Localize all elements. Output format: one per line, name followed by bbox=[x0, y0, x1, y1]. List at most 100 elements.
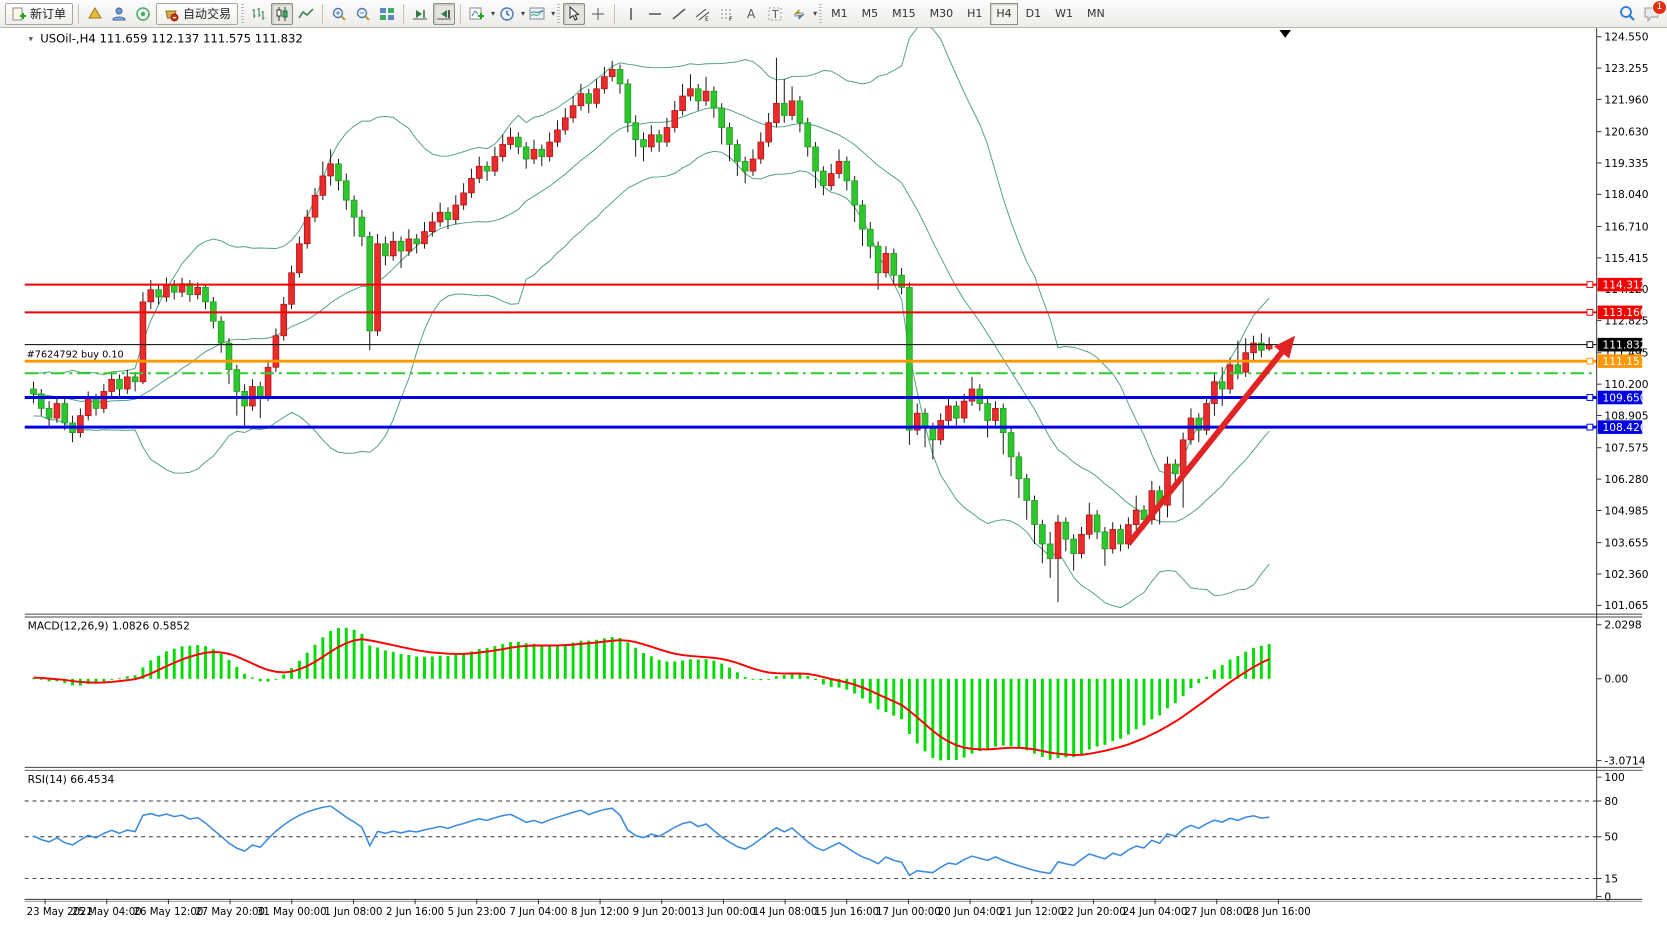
market-watch-button[interactable] bbox=[108, 3, 130, 25]
profile-button[interactable] bbox=[84, 3, 106, 25]
timeframe-h4[interactable]: H4 bbox=[990, 2, 1018, 25]
macd-histogram-bar bbox=[1064, 678, 1068, 758]
chart-shift-button[interactable] bbox=[433, 2, 456, 25]
templates-button[interactable] bbox=[526, 3, 548, 25]
candle-bearish bbox=[851, 180, 858, 206]
macd-histogram-bar bbox=[907, 678, 911, 734]
candle-bearish bbox=[397, 240, 405, 252]
trendline-tool-button[interactable] bbox=[668, 3, 690, 25]
crosshair-tool-button[interactable] bbox=[587, 3, 609, 25]
macd-panel: MACD(12,26,9) 1.0826 0.5852 bbox=[28, 620, 1271, 761]
symbol-dropdown-icon[interactable]: ▾ bbox=[29, 35, 34, 45]
time-tick-label: 28 Jun 16:00 bbox=[1246, 907, 1311, 918]
candle-chart-icon bbox=[276, 6, 288, 21]
macd-histogram-bar bbox=[250, 677, 254, 679]
candle-chart-button[interactable] bbox=[271, 2, 294, 25]
chart-canvas[interactable]: #7624792 buy 0.10 MACD(12,26,9) 1.0826 0.… bbox=[0, 24, 1667, 944]
current-price-line[interactable] bbox=[24, 341, 1597, 349]
candle-bearish bbox=[116, 378, 123, 390]
arrows-dropdown-arrow[interactable]: ▾ bbox=[813, 9, 818, 18]
candle-bullish bbox=[937, 420, 944, 441]
price-badge-text: 109.650 bbox=[1602, 391, 1646, 404]
chart-shift-marker[interactable] bbox=[1279, 29, 1292, 38]
macd-histogram-bar bbox=[947, 678, 950, 761]
macd-histogram-bar bbox=[962, 678, 966, 758]
periods-button[interactable] bbox=[496, 3, 518, 25]
macd-histogram-bar bbox=[634, 647, 638, 679]
trend-arrow[interactable] bbox=[1126, 335, 1295, 546]
price-axis[interactable]: 124.550 123.255 121.960 120.630 119.335 118.0… bbox=[1596, 28, 1649, 903]
macd-histogram-bar bbox=[235, 666, 239, 679]
timeframe-m5[interactable]: M5 bbox=[861, 7, 879, 20]
macd-histogram-bar bbox=[900, 678, 904, 720]
candle-bullish bbox=[405, 238, 413, 252]
support-line-1[interactable] bbox=[24, 394, 1597, 401]
candle-bullish bbox=[757, 141, 765, 160]
candle-bearish bbox=[1093, 514, 1101, 533]
candle-bullish bbox=[1226, 364, 1234, 390]
timeframe-w1[interactable]: W1 bbox=[1055, 7, 1073, 20]
fibonacci-tool-button[interactable]: F bbox=[716, 3, 738, 25]
timeframe-d1[interactable]: D1 bbox=[1025, 7, 1042, 20]
channel-tool-button[interactable]: E bbox=[692, 3, 714, 25]
indicators-dropdown-arrow[interactable]: ▾ bbox=[491, 9, 496, 18]
support-line-2[interactable] bbox=[24, 423, 1597, 431]
line-handle[interactable] bbox=[1586, 281, 1594, 289]
line-handle[interactable] bbox=[1586, 341, 1594, 349]
resistance-line-1[interactable] bbox=[24, 281, 1597, 289]
line-chart-button[interactable] bbox=[295, 3, 317, 25]
price-tick-label: 116.710 bbox=[1604, 220, 1648, 233]
chart-plot-area[interactable] bbox=[24, 28, 1643, 917]
cursor-tool-button[interactable] bbox=[563, 2, 586, 25]
resistance-line-2[interactable] bbox=[24, 308, 1597, 316]
new-order-button[interactable]: 新订单 bbox=[5, 2, 74, 25]
line-handle[interactable] bbox=[1586, 308, 1594, 316]
candle-bullish bbox=[577, 93, 585, 107]
line-handle[interactable] bbox=[1586, 357, 1594, 365]
timeframe-mn[interactable]: MN bbox=[1087, 7, 1105, 20]
open-position-line[interactable] bbox=[24, 357, 1597, 365]
candle-bullish bbox=[1187, 417, 1195, 441]
candle-bearish bbox=[859, 204, 866, 230]
search-button[interactable] bbox=[1616, 3, 1638, 25]
arrows-tool-button[interactable] bbox=[788, 3, 810, 25]
timeframe-m1[interactable]: M1 bbox=[831, 7, 848, 20]
horizontal-line-tool-button[interactable] bbox=[644, 3, 666, 25]
notifications-button[interactable]: 1 bbox=[1640, 0, 1667, 25]
label-tool-button[interactable]: T bbox=[764, 3, 786, 25]
macd-histogram-bar bbox=[219, 653, 223, 679]
bar-chart-button[interactable] bbox=[247, 3, 269, 25]
macd-histogram-bar bbox=[188, 645, 192, 679]
candle-bearish bbox=[170, 284, 178, 293]
text-tool-button[interactable]: A bbox=[740, 3, 762, 25]
line-chart-icon bbox=[298, 7, 314, 18]
macd-histogram-bar bbox=[837, 678, 841, 688]
candle-bearish bbox=[718, 107, 725, 128]
line-handle[interactable] bbox=[1586, 394, 1594, 401]
zoom-in-button[interactable] bbox=[328, 3, 350, 25]
candle-bearish bbox=[483, 165, 491, 172]
bollinger-middle-band bbox=[33, 106, 1270, 523]
signals-button[interactable] bbox=[132, 3, 154, 25]
candle-bearish bbox=[45, 407, 53, 419]
line-handle[interactable] bbox=[1586, 423, 1594, 431]
periods-dropdown-arrow[interactable]: ▾ bbox=[521, 9, 526, 18]
auto-scroll-button[interactable] bbox=[409, 3, 431, 25]
tile-windows-button[interactable] bbox=[376, 3, 398, 25]
indicators-button[interactable] bbox=[466, 3, 488, 25]
arrows-icon bbox=[793, 8, 805, 20]
templates-dropdown-arrow[interactable]: ▾ bbox=[551, 9, 556, 18]
timeframe-h1[interactable]: H1 bbox=[967, 7, 983, 20]
zoom-out-button[interactable] bbox=[352, 3, 374, 25]
macd-histogram-bar bbox=[321, 637, 325, 679]
candle-bearish bbox=[796, 100, 804, 124]
macd-histogram-bar bbox=[477, 649, 481, 679]
autotrade-button[interactable]: 自动交易 bbox=[156, 2, 239, 25]
macd-histogram-bar bbox=[415, 656, 419, 679]
timeframe-m15[interactable]: M15 bbox=[892, 7, 916, 20]
candle-bearish bbox=[624, 83, 632, 124]
timeframe-m30[interactable]: M30 bbox=[929, 7, 954, 20]
vertical-line-tool-button[interactable] bbox=[620, 3, 642, 25]
macd-histogram-bar bbox=[1228, 659, 1232, 679]
